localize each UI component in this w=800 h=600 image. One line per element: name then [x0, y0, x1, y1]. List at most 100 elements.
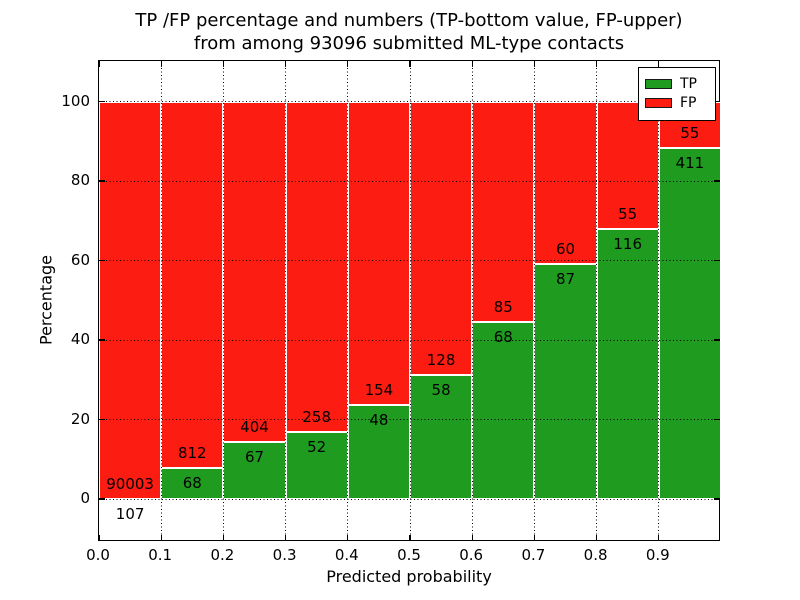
bar-segment-fp	[285, 101, 348, 433]
fp-count-label: 55	[680, 124, 700, 143]
bar-segment-tp	[410, 375, 473, 499]
fp-count-label: 812	[177, 444, 207, 463]
legend-item: TP	[645, 76, 709, 92]
gridline-horizontal	[99, 101, 719, 102]
gridline-horizontal	[99, 339, 719, 341]
x-tick-mark	[409, 534, 411, 541]
fp-count-label: 60	[555, 239, 576, 258]
fp-count-label: 90003	[106, 474, 154, 493]
plot-area: 90003 107 812 68 404 67 258 52 154 48 128 58 85 68 60 8…	[98, 60, 721, 541]
x-tick-label: 0.7	[521, 546, 546, 564]
bar-segment-tp	[347, 404, 410, 499]
x-tick-label: 0.3	[272, 546, 297, 564]
gridline-vertical	[347, 61, 349, 540]
tp-count-label: 67	[244, 448, 265, 467]
bar-segment-tp	[534, 263, 597, 499]
x-tick-label: 0.8	[583, 546, 608, 564]
y-tick-mark	[713, 100, 720, 103]
tp-count-label: 48	[369, 410, 389, 429]
tp-count-label: 411	[675, 154, 705, 173]
y-tick-label: 40	[70, 330, 90, 348]
x-tick-mark	[222, 61, 225, 67]
y-tick-mark	[99, 259, 105, 262]
y-tick-mark	[99, 339, 105, 341]
y-tick-mark	[713, 339, 720, 341]
bar-segment-fp	[534, 101, 597, 264]
gridline-vertical	[596, 61, 598, 540]
bar-segment-tp	[161, 468, 224, 499]
gridline-vertical	[160, 61, 162, 540]
tp-count-label: 87	[555, 269, 576, 288]
tp-count-label: 68	[182, 474, 202, 493]
tp-count-label: 107	[115, 504, 145, 523]
y-tick-mark	[99, 418, 105, 421]
chart-title-line2: from among 93096 submitted ML-type conta…	[193, 33, 625, 54]
x-tick-label: 0.6	[459, 546, 484, 564]
tp-count-label: 52	[307, 438, 327, 457]
tp-count-label: 58	[431, 381, 451, 400]
legend: TP FP	[638, 67, 716, 121]
x-tick-mark	[284, 61, 287, 67]
y-tick-label: 0	[80, 489, 90, 507]
fp-count-label: 128	[426, 351, 456, 370]
gridline-horizontal	[99, 260, 719, 261]
x-tick-label: 0.2	[210, 546, 235, 564]
x-tick-mark	[533, 61, 536, 67]
y-tick-mark	[99, 498, 105, 500]
bar-segment-fp	[596, 101, 659, 230]
gridline-vertical	[409, 61, 411, 540]
x-axis-label: Predicted probability	[326, 567, 492, 586]
fp-count-label: 85	[493, 298, 513, 317]
x-tick-mark	[658, 61, 660, 67]
x-tick-label: 0.1	[148, 546, 173, 564]
gridline-horizontal	[99, 180, 719, 182]
x-tick-mark	[658, 534, 660, 541]
bar-segment-tp	[472, 322, 535, 499]
y-tick-mark	[713, 259, 720, 262]
chart-title-line1: TP /FP percentage and numbers (TP-bottom…	[135, 10, 683, 31]
fp-count-label: 258	[302, 408, 331, 427]
y-axis-label: Percentage	[36, 254, 56, 346]
gridline-horizontal	[99, 498, 719, 500]
y-tick-mark	[99, 180, 105, 182]
bar-segment-fp	[472, 101, 535, 323]
bar-segment-fp	[223, 101, 286, 443]
x-tick-mark	[347, 534, 349, 541]
y-tick-mark	[713, 418, 720, 421]
gridline-vertical	[471, 61, 473, 540]
gridline-vertical	[222, 61, 224, 540]
y-tick-label: 20	[70, 409, 90, 428]
legend-label: FP	[680, 95, 697, 111]
y-tick-label: 60	[70, 250, 90, 269]
x-tick-label: 0.5	[397, 546, 421, 564]
tp-count-label: 68	[493, 328, 513, 347]
x-tick-mark	[284, 534, 287, 541]
y-tick-mark	[713, 498, 720, 500]
gridline-vertical	[533, 61, 535, 540]
gridline-vertical	[658, 61, 660, 540]
legend-label: TP	[680, 76, 697, 92]
x-tick-mark	[409, 61, 411, 67]
x-tick-label: 0.4	[334, 546, 359, 564]
gridline-horizontal	[99, 419, 719, 420]
bar-segment-tp	[285, 432, 348, 499]
x-tick-mark	[98, 534, 100, 541]
bar-segment-tp	[658, 148, 721, 499]
x-tick-mark	[533, 534, 536, 541]
x-tick-label: 0.0	[86, 546, 110, 564]
bar-segment-fp	[347, 101, 410, 405]
fp-count-label: 404	[240, 418, 269, 437]
x-tick-mark	[471, 61, 473, 67]
gridline-vertical	[285, 61, 287, 540]
y-tick-label: 100	[61, 91, 90, 110]
tp-count-label: 116	[613, 235, 642, 254]
x-tick-mark	[160, 534, 162, 541]
x-tick-label: 0.9	[645, 546, 670, 564]
bar-segment-tp	[223, 442, 286, 499]
x-tick-mark	[160, 61, 162, 67]
x-tick-mark	[222, 534, 225, 541]
x-tick-mark	[471, 534, 473, 541]
x-tick-mark	[98, 61, 100, 67]
x-tick-mark	[595, 61, 598, 67]
